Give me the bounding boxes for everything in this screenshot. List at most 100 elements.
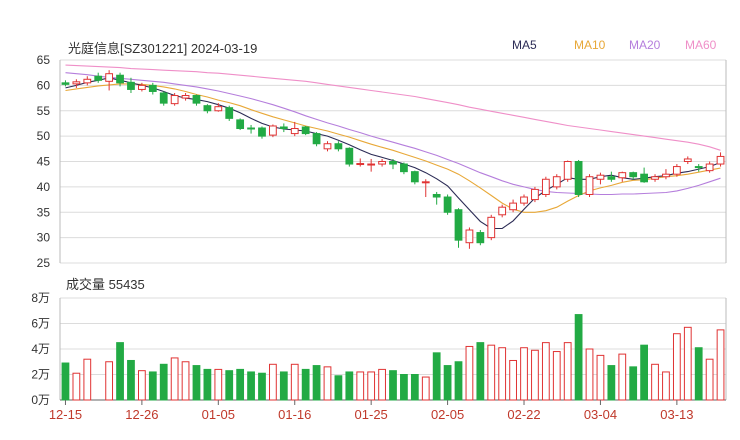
candle-body bbox=[225, 107, 234, 119]
volume-bar bbox=[367, 371, 376, 401]
x-tick-label: 02-22 bbox=[507, 407, 540, 422]
candle-body bbox=[301, 126, 310, 135]
volume-bar bbox=[705, 358, 714, 401]
chart-title: 光庭信息[SZ301221] 2024-03-19 bbox=[68, 41, 258, 56]
volume-bar bbox=[181, 361, 190, 401]
volume-bar bbox=[247, 371, 255, 401]
price-y-tick: 55 bbox=[37, 104, 51, 118]
candle-body bbox=[716, 155, 725, 165]
volume-bar bbox=[356, 371, 365, 401]
volume-bar bbox=[574, 314, 583, 401]
x-tick-label: 03-04 bbox=[584, 407, 617, 422]
volume-bar bbox=[498, 347, 507, 401]
x-tick-label: 12-26 bbox=[125, 407, 158, 422]
price-y-tick: 65 bbox=[37, 53, 51, 67]
volume-y-tick: 6万 bbox=[31, 317, 50, 331]
volume-y-tick: 8万 bbox=[31, 291, 50, 305]
volume-bar bbox=[269, 363, 277, 401]
candle-body bbox=[138, 84, 146, 90]
volume-bar bbox=[421, 376, 430, 401]
volume-bar bbox=[279, 371, 288, 401]
candle-body bbox=[72, 81, 81, 85]
volume-bar bbox=[312, 365, 321, 401]
price-y-tick: 40 bbox=[37, 180, 51, 194]
candle-body bbox=[236, 119, 245, 130]
candle-body bbox=[498, 206, 507, 216]
volume-bar bbox=[476, 342, 485, 401]
candle-body bbox=[400, 163, 408, 173]
volume-bar bbox=[148, 371, 157, 401]
candle-body bbox=[345, 147, 354, 165]
volume-bar bbox=[629, 366, 638, 401]
candle-body bbox=[509, 202, 517, 211]
legend-ma5: MA5 bbox=[512, 38, 537, 52]
volume-bar bbox=[432, 352, 441, 401]
candle-body bbox=[170, 95, 179, 105]
ma60-line bbox=[65, 64, 721, 151]
volume-bar bbox=[345, 371, 354, 401]
volume-bar bbox=[116, 342, 124, 401]
candle-body bbox=[214, 106, 223, 112]
price-y-tick: 60 bbox=[37, 78, 51, 92]
candle-body bbox=[432, 193, 441, 198]
volume-bar bbox=[72, 372, 81, 401]
legend-ma20: MA20 bbox=[629, 38, 661, 52]
candle-body bbox=[389, 161, 397, 165]
candle-body bbox=[159, 92, 168, 104]
volume-bar bbox=[159, 363, 168, 401]
candle-body bbox=[203, 105, 212, 112]
candle-body bbox=[574, 161, 583, 195]
volume-bar bbox=[487, 344, 496, 401]
legend-ma60: MA60 bbox=[685, 38, 717, 52]
volume-bar bbox=[258, 372, 266, 401]
volume-bar bbox=[651, 363, 659, 401]
x-tick-label: 01-05 bbox=[202, 407, 235, 422]
ma10-line bbox=[65, 83, 721, 213]
volume-y-tick: 0万 bbox=[31, 393, 50, 407]
x-tick-label: 02-05 bbox=[431, 407, 464, 422]
candle-body bbox=[94, 75, 103, 81]
volume-bar bbox=[552, 351, 561, 401]
candle-body bbox=[694, 166, 703, 169]
volume-bar bbox=[236, 368, 245, 401]
volume-bar bbox=[640, 344, 648, 401]
volume-bar bbox=[716, 329, 725, 401]
candle-body bbox=[334, 143, 343, 150]
candle-body bbox=[596, 174, 605, 180]
candle-body bbox=[520, 196, 528, 204]
candle-body bbox=[148, 84, 157, 92]
candle-body bbox=[323, 143, 332, 150]
candle-body bbox=[367, 163, 376, 166]
candle-body bbox=[443, 196, 452, 213]
candle-body bbox=[312, 133, 321, 145]
candle-body bbox=[640, 173, 648, 183]
volume-bar bbox=[596, 354, 605, 401]
candle-body bbox=[618, 172, 627, 179]
volume-bar bbox=[203, 368, 212, 401]
volume-bar bbox=[290, 363, 299, 401]
volume-bar bbox=[465, 345, 474, 401]
volume-bar bbox=[607, 365, 616, 401]
volume-bar bbox=[301, 368, 310, 401]
volume-bar bbox=[400, 374, 408, 401]
volume-bar bbox=[214, 368, 223, 401]
volume-bar bbox=[618, 353, 627, 401]
candle-body bbox=[487, 216, 496, 239]
candle-body bbox=[61, 82, 70, 85]
candle-body bbox=[192, 95, 201, 104]
price-y-tick: 35 bbox=[37, 205, 51, 219]
x-tick-label: 12-15 bbox=[49, 407, 82, 422]
volume-bar bbox=[389, 370, 397, 401]
volume-bar bbox=[378, 368, 386, 401]
price-y-tick: 30 bbox=[37, 231, 51, 245]
volume-bar bbox=[662, 371, 670, 401]
volume-bar bbox=[443, 365, 452, 401]
volume-bar bbox=[509, 359, 517, 401]
volume-bar bbox=[694, 347, 703, 401]
candle-body bbox=[378, 161, 386, 165]
volume-bar bbox=[138, 370, 146, 401]
candle-body bbox=[683, 158, 692, 162]
price-y-tick: 25 bbox=[37, 256, 51, 270]
candle-body bbox=[356, 163, 365, 166]
